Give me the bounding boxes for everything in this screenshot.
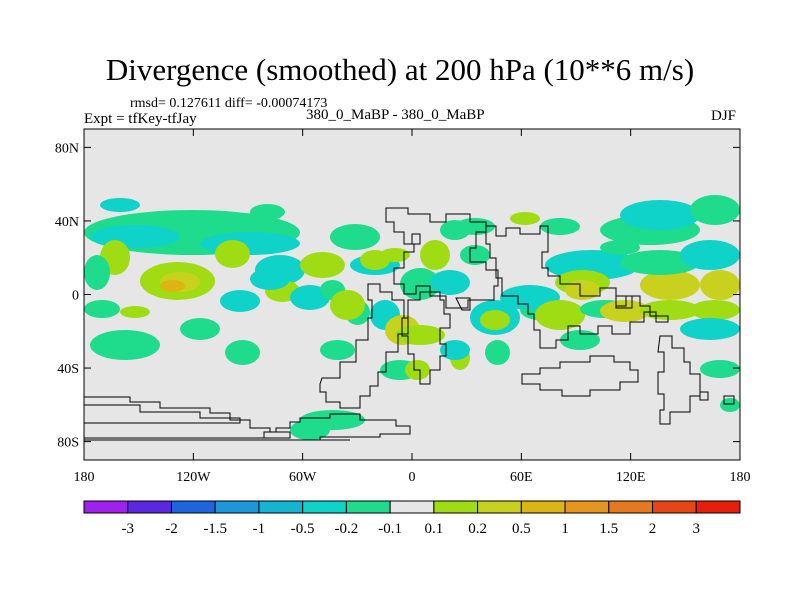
divergence-contour: [120, 306, 150, 318]
divergence-contour: [225, 340, 260, 365]
lon-tick-label: 120E: [616, 470, 646, 485]
divergence-contour: [485, 340, 510, 365]
divergence-contour: [430, 270, 470, 295]
lat-tick-label: 80N: [55, 141, 79, 156]
coastlines: [84, 207, 735, 441]
divergence-contour: [700, 360, 740, 378]
divergence-contour: [290, 420, 330, 440]
divergence-contour: [640, 300, 700, 320]
colorbar-label: -0.5: [291, 521, 315, 537]
longitude-ticks: 180 120W 60W 0 60E 120E 180: [74, 129, 751, 485]
colorbar-label: -0.1: [378, 521, 402, 537]
divergence-contour: [250, 204, 285, 220]
season-label: DJF: [711, 108, 737, 124]
divergence-contour: [215, 240, 250, 268]
runs-label: 380_0_MaBP - 380_0_MaBP: [306, 107, 485, 123]
divergence-contour: [560, 330, 600, 350]
colorbar-box: [170, 500, 216, 514]
colorbar-box: [389, 500, 435, 514]
experiment-label: Expt = tfKey-tfJay: [84, 111, 197, 127]
lon-tick-label: 0: [409, 470, 416, 485]
divergence-contour: [200, 232, 300, 255]
divergence-contour: [90, 225, 180, 248]
divergence-contour: [100, 198, 140, 212]
divergence-contour: [565, 280, 600, 300]
divergence-contour: [320, 340, 355, 360]
colorbar-box: [214, 500, 260, 514]
divergence-contour: [330, 224, 380, 250]
colorbar-box: [83, 500, 129, 514]
colorbar-label: -3: [121, 521, 134, 537]
plot-title: Divergence (smoothed) at 200 hPa (10**6 …: [105, 52, 695, 87]
lon-tick-label: 60E: [510, 470, 533, 485]
lon-tick-label: 180: [730, 470, 751, 485]
divergence-contour: [535, 300, 585, 330]
divergence-contour: [690, 195, 740, 225]
divergence-contour: [84, 300, 120, 318]
colorbar-box: [608, 500, 654, 514]
latitude-ticks: 80N 40N 0 40S 80S: [55, 141, 740, 451]
divergence-contour: [720, 398, 740, 412]
lat-tick-label: 40S: [57, 362, 79, 377]
colorbar-box: [127, 500, 172, 514]
divergence-field: [84, 195, 740, 440]
divergence-contour: [620, 200, 700, 230]
colorbar-box: [695, 500, 741, 514]
colorbar-box: [477, 500, 522, 514]
colorbar-box: [564, 500, 610, 514]
divergence-contour: [700, 270, 740, 300]
divergence-contour: [220, 290, 260, 312]
divergence-contour: [300, 252, 345, 278]
colorbar-box: [258, 500, 304, 514]
divergence-contour: [620, 250, 700, 275]
divergence-contour: [510, 212, 540, 225]
divergence-contour: [250, 268, 290, 290]
divergence-contour: [460, 245, 490, 265]
lat-tick-label: 40N: [55, 215, 79, 230]
divergence-contour: [440, 220, 470, 240]
colorbar-label: 0.2: [468, 521, 487, 537]
colorbar-box: [652, 500, 697, 514]
divergence-contour: [180, 318, 220, 340]
divergence-contour: [90, 330, 160, 360]
colorbar-label: 0.1: [424, 521, 443, 537]
colorbar-box: [302, 500, 347, 514]
divergence-contour: [160, 280, 185, 292]
divergence-contour: [330, 290, 365, 320]
colorbar-label: 0.5: [512, 521, 531, 537]
divergence-contour: [690, 300, 740, 320]
colorbar-label: 2: [649, 521, 657, 537]
divergence-contour: [380, 248, 410, 262]
lat-tick-label: 80S: [57, 436, 79, 451]
divergence-contour: [640, 270, 700, 300]
divergence-contour: [600, 300, 650, 322]
colorbar-box: [520, 500, 566, 514]
lat-tick-label: 0: [72, 289, 79, 304]
colorbar-box: [345, 500, 391, 514]
lon-tick-label: 120W: [176, 470, 211, 485]
colorbar-label: -2: [165, 521, 178, 537]
colorbar-label: 1: [561, 521, 569, 537]
divergence-contour: [84, 255, 110, 290]
divergence-contour: [440, 340, 470, 360]
lon-tick-label: 180: [74, 470, 95, 485]
stats-label: rmsd= 0.127611 diff= -0.00074173: [130, 96, 328, 111]
colorbar: -3 -2 -1.5 -1 -0.5 -0.2 -0.1 0.1 0.2 0.5 1 1.5 2 3: [83, 500, 741, 537]
divergence-contour: [680, 318, 740, 340]
colorbar-box: [433, 500, 479, 514]
divergence-contour: [600, 240, 640, 255]
divergence-contour: [420, 240, 450, 270]
lon-tick-label: 60W: [289, 470, 317, 485]
colorbar-label: -1: [253, 521, 266, 537]
divergence-contour: [680, 240, 740, 270]
divergence-contour: [290, 285, 330, 310]
colorbar-label: -1.5: [203, 521, 227, 537]
divergence-contour: [480, 310, 510, 330]
colorbar-label: 1.5: [599, 521, 618, 537]
colorbar-label: 3: [693, 521, 701, 537]
divergence-contour: [540, 218, 580, 235]
colorbar-label: -0.2: [335, 521, 359, 537]
